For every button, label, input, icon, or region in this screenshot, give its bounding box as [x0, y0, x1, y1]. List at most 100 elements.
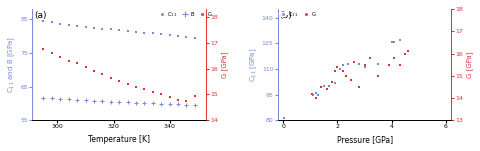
Point: [334, 66, 341, 68]
Y-axis label: C$_{11}$ [GPa]: C$_{11}$ [GPa]: [249, 47, 259, 82]
Point: [157, 33, 165, 35]
Point: [73, 25, 81, 27]
Point: [73, 99, 81, 101]
Point: [401, 52, 409, 55]
Point: [350, 61, 358, 64]
Point: [350, 61, 358, 63]
Point: [149, 102, 156, 105]
Point: [98, 27, 106, 30]
Point: [90, 100, 98, 102]
Point: [388, 40, 396, 43]
Text: (a): (a): [34, 11, 47, 20]
Point: [124, 30, 132, 32]
Point: [174, 98, 182, 101]
Legend: C$_{11}$, B, G: C$_{11}$, B, G: [156, 9, 212, 19]
Point: [115, 101, 123, 103]
Point: [308, 92, 315, 95]
Point: [124, 82, 132, 85]
Point: [331, 81, 338, 84]
Point: [342, 75, 349, 77]
Point: [312, 92, 320, 94]
Point: [107, 76, 115, 79]
Point: [132, 85, 140, 88]
Point: [141, 88, 148, 90]
Point: [281, 117, 288, 119]
Point: [57, 98, 64, 100]
Point: [65, 59, 72, 62]
Point: [124, 101, 132, 104]
Point: [339, 70, 347, 72]
Point: [191, 104, 199, 106]
Point: [141, 102, 148, 104]
Point: [98, 73, 106, 76]
Point: [361, 63, 369, 66]
Point: [48, 21, 56, 24]
Text: (b): (b): [279, 11, 292, 20]
Point: [339, 64, 347, 67]
Point: [404, 50, 412, 53]
Point: [90, 70, 98, 72]
Point: [65, 98, 72, 101]
Point: [191, 36, 199, 39]
Point: [166, 103, 173, 105]
Point: [374, 75, 382, 77]
Point: [65, 24, 72, 26]
Y-axis label: C$_{11}$ and B [GPa]: C$_{11}$ and B [GPa]: [7, 36, 17, 93]
Point: [391, 40, 398, 43]
Point: [82, 99, 89, 101]
Point: [391, 57, 398, 59]
Point: [157, 93, 165, 96]
Point: [325, 85, 333, 87]
Point: [396, 63, 404, 66]
Point: [107, 28, 115, 30]
Point: [132, 31, 140, 33]
Point: [345, 63, 352, 65]
Point: [98, 100, 106, 102]
Point: [361, 66, 369, 68]
Point: [174, 35, 182, 37]
Point: [312, 97, 320, 99]
Point: [73, 62, 81, 64]
Point: [82, 26, 89, 28]
Point: [328, 81, 336, 84]
Point: [182, 35, 190, 38]
X-axis label: Pressure [GPa]: Pressure [GPa]: [336, 135, 393, 144]
Point: [317, 86, 325, 88]
Point: [309, 93, 317, 96]
Point: [48, 97, 56, 100]
Point: [40, 97, 48, 100]
Point: [107, 101, 115, 103]
Point: [40, 19, 48, 22]
Point: [174, 103, 182, 106]
Point: [182, 100, 190, 102]
Point: [166, 34, 173, 36]
Point: [314, 93, 322, 96]
Point: [166, 96, 173, 98]
Point: [57, 56, 64, 58]
Point: [355, 86, 363, 88]
Point: [336, 68, 344, 70]
Point: [191, 95, 199, 97]
Point: [323, 88, 330, 90]
Point: [157, 103, 165, 105]
Point: [48, 52, 56, 54]
Point: [141, 31, 148, 34]
Legend: C$_{11}$, G: C$_{11}$, G: [277, 9, 316, 19]
Y-axis label: G [GPa]: G [GPa]: [221, 51, 228, 78]
Point: [149, 91, 156, 93]
Point: [57, 23, 64, 25]
Point: [347, 79, 355, 81]
Point: [374, 63, 382, 65]
Point: [331, 70, 338, 72]
Point: [320, 85, 328, 87]
Point: [396, 39, 404, 41]
Point: [40, 48, 48, 50]
Point: [82, 66, 89, 68]
Point: [355, 63, 363, 65]
Point: [90, 26, 98, 29]
Point: [132, 102, 140, 104]
Point: [385, 63, 393, 66]
Point: [115, 29, 123, 31]
Y-axis label: G [GPa]: G [GPa]: [466, 51, 473, 78]
X-axis label: Temperature [K]: Temperature [K]: [88, 135, 150, 144]
